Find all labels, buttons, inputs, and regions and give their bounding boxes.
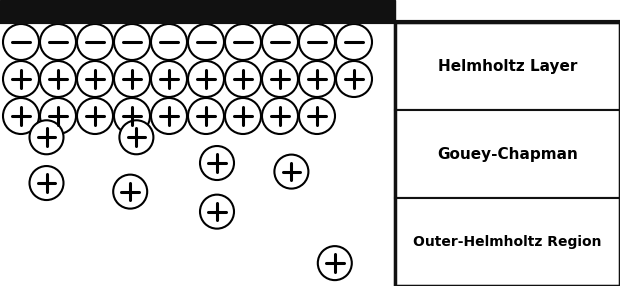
- Circle shape: [275, 155, 308, 188]
- Bar: [395, 22, 620, 286]
- Circle shape: [318, 246, 352, 280]
- Circle shape: [336, 24, 372, 60]
- Circle shape: [114, 24, 150, 60]
- Bar: [395, 198, 620, 286]
- Circle shape: [262, 61, 298, 97]
- Text: Outer-Helmholtz Region: Outer-Helmholtz Region: [414, 235, 602, 249]
- Circle shape: [3, 61, 39, 97]
- Circle shape: [40, 98, 76, 134]
- Circle shape: [114, 98, 150, 134]
- Circle shape: [40, 24, 76, 60]
- Circle shape: [225, 61, 261, 97]
- Text: Helmholtz Layer: Helmholtz Layer: [438, 59, 577, 74]
- Circle shape: [77, 61, 113, 97]
- Circle shape: [3, 98, 39, 134]
- Circle shape: [299, 98, 335, 134]
- Circle shape: [299, 24, 335, 60]
- Circle shape: [151, 24, 187, 60]
- Circle shape: [77, 98, 113, 134]
- Circle shape: [200, 195, 234, 229]
- Circle shape: [336, 61, 372, 97]
- Circle shape: [120, 120, 153, 154]
- Circle shape: [30, 166, 63, 200]
- Circle shape: [188, 24, 224, 60]
- Circle shape: [262, 24, 298, 60]
- Circle shape: [225, 24, 261, 60]
- Circle shape: [40, 61, 76, 97]
- Bar: [395, 110, 620, 198]
- Circle shape: [151, 98, 187, 134]
- Circle shape: [114, 61, 150, 97]
- Circle shape: [200, 146, 234, 180]
- Bar: [0, 0, 395, 22]
- Circle shape: [188, 98, 224, 134]
- Circle shape: [151, 61, 187, 97]
- Circle shape: [30, 120, 63, 154]
- Text: Gouey-Chapman: Gouey-Chapman: [437, 146, 578, 162]
- Circle shape: [299, 61, 335, 97]
- Circle shape: [3, 24, 39, 60]
- Circle shape: [225, 98, 261, 134]
- Circle shape: [188, 61, 224, 97]
- Circle shape: [262, 98, 298, 134]
- Circle shape: [113, 175, 147, 208]
- Bar: [395, 22, 620, 110]
- Circle shape: [77, 24, 113, 60]
